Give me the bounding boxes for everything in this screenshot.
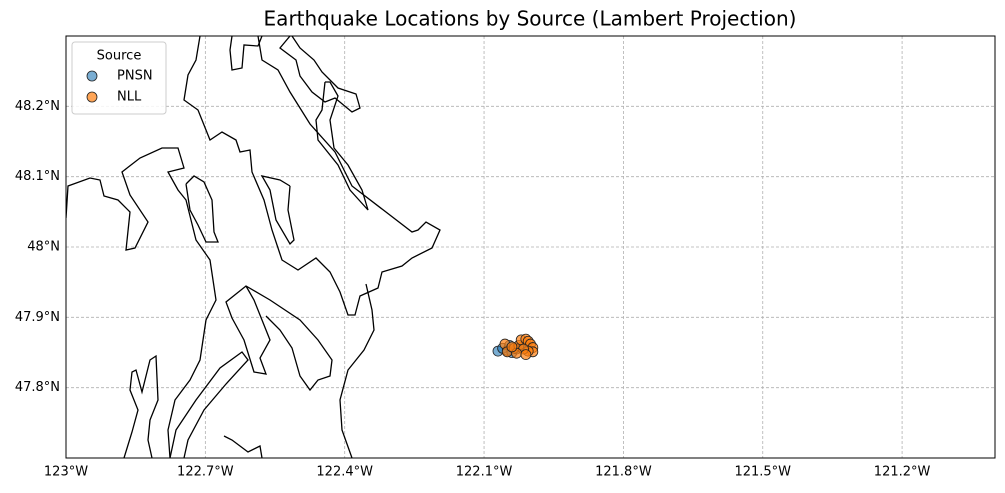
coastline <box>66 147 217 458</box>
plot-frame <box>65 35 996 459</box>
x-tick-label: 121.2°W <box>874 465 931 480</box>
x-tick-label: 122.7°W <box>177 465 234 480</box>
grid <box>65 36 995 458</box>
x-tick-label: 121.5°W <box>734 465 791 480</box>
points <box>492 333 539 361</box>
chart-title: Earthquake Locations by Source (Lambert … <box>264 7 797 31</box>
coastline <box>260 175 295 246</box>
y-tick-label: 48.1°N <box>15 169 60 184</box>
point <box>520 349 532 361</box>
x-tick-label: 122.1°W <box>456 465 513 480</box>
y-tick-label: 47.9°N <box>15 310 60 325</box>
point <box>506 341 518 353</box>
coastline <box>169 351 249 458</box>
y-tick-label: 47.8°N <box>15 380 60 395</box>
x-tick-label: 123°W <box>44 465 88 480</box>
coastline <box>229 36 263 71</box>
coastline <box>315 81 369 211</box>
coastline <box>339 283 375 458</box>
y-tick-label: 48.2°N <box>15 99 60 114</box>
legend: Source PNSN NLL <box>71 41 167 115</box>
legend-marker <box>86 91 98 103</box>
coastline <box>66 36 441 458</box>
legend-marker <box>86 70 98 82</box>
coastline <box>225 285 333 392</box>
coastline <box>123 354 159 458</box>
legend-label: PNSN <box>117 69 153 84</box>
coastline <box>279 36 361 113</box>
x-tick-label: 121.8°W <box>595 465 652 480</box>
legend-label: NLL <box>117 90 142 105</box>
coastline <box>183 36 441 316</box>
y-tick-label: 48°N <box>27 240 60 255</box>
legend-title: Source <box>97 49 142 64</box>
coastline <box>185 175 219 243</box>
x-tick-label: 122.4°W <box>316 465 373 480</box>
coastline <box>223 435 263 458</box>
